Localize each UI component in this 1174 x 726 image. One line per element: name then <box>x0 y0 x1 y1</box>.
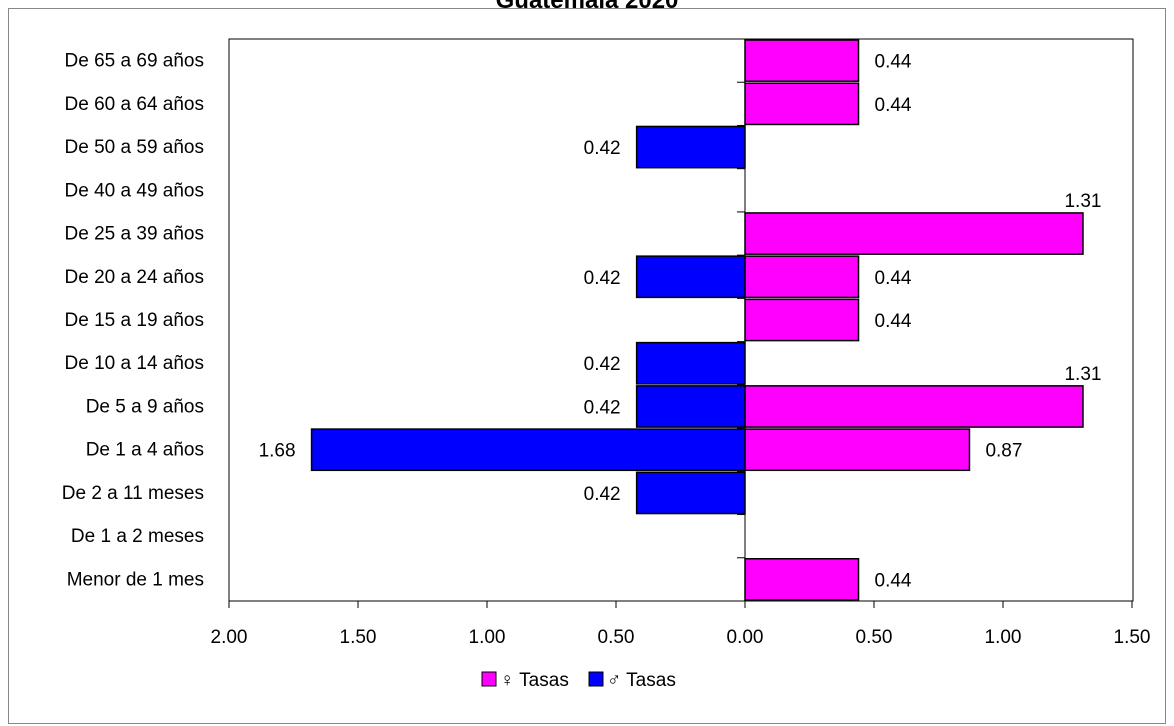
data-label: 1.68 <box>259 441 296 462</box>
data-label: 0.44 <box>875 268 912 289</box>
female-bar <box>744 255 860 299</box>
data-label: 0.42 <box>584 268 621 289</box>
data-label: 1.31 <box>1064 191 1101 212</box>
category-label: De 50 a 59 años <box>65 137 204 158</box>
female-bar <box>744 212 1084 255</box>
x-tick-label: 0.00 <box>727 627 764 648</box>
category-label: De 25 a 39 años <box>65 224 204 245</box>
data-label: 0.44 <box>875 52 912 73</box>
x-tick-label: 0.50 <box>598 627 635 648</box>
data-label: 0.42 <box>584 484 621 505</box>
female-bar <box>744 298 860 342</box>
legend-swatch-male <box>588 671 604 687</box>
data-label: 0.44 <box>875 311 912 332</box>
data-label: 0.42 <box>584 138 621 159</box>
x-tick-label: 1.50 <box>340 627 377 648</box>
female-bar <box>744 428 971 472</box>
x-tick-label: 1.50 <box>1114 627 1151 648</box>
male-bar <box>635 385 746 428</box>
category-label: De 1 a 2 meses <box>71 526 204 547</box>
category-label: De 5 a 9 años <box>86 396 204 417</box>
x-tick-label: 0.50 <box>856 627 893 648</box>
female-bar <box>744 39 860 82</box>
category-label: De 65 a 69 años <box>65 51 204 72</box>
male-bar <box>635 255 746 299</box>
plot-area <box>228 38 1134 602</box>
legend-label-male: ♂ Tasas <box>607 670 676 691</box>
category-label: De 20 a 24 años <box>65 267 204 288</box>
legend-swatch-female <box>481 671 497 687</box>
category-label: De 40 a 49 años <box>65 180 204 201</box>
category-label: De 1 a 4 años <box>86 440 204 461</box>
male-bar <box>310 428 746 472</box>
category-label: Menor de 1 mes <box>67 569 204 590</box>
x-tick-label: 1.00 <box>469 627 506 648</box>
x-tick-label: 2.00 <box>211 627 248 648</box>
data-label: 0.87 <box>985 441 1022 462</box>
data-label: 0.42 <box>584 354 621 375</box>
chart-title: Guatemala 2020 <box>496 0 679 14</box>
data-label: 0.44 <box>875 570 912 591</box>
male-bar <box>635 125 746 169</box>
x-tick-label: 1.00 <box>985 627 1022 648</box>
female-bar <box>744 558 860 601</box>
male-bar <box>635 341 746 385</box>
data-label: 0.42 <box>584 397 621 418</box>
data-label: 1.31 <box>1064 364 1101 385</box>
female-bar <box>744 385 1084 428</box>
category-label: De 2 a 11 meses <box>62 483 204 504</box>
category-label: De 60 a 64 años <box>65 94 204 115</box>
data-label: 0.44 <box>875 95 912 116</box>
category-label: De 10 a 14 años <box>65 353 204 374</box>
legend-label-female: ♀ Tasas <box>500 670 569 691</box>
male-bar <box>635 471 746 515</box>
category-label: De 15 a 19 años <box>65 310 204 331</box>
chart-frame <box>8 8 1166 724</box>
female-bar <box>744 82 860 126</box>
